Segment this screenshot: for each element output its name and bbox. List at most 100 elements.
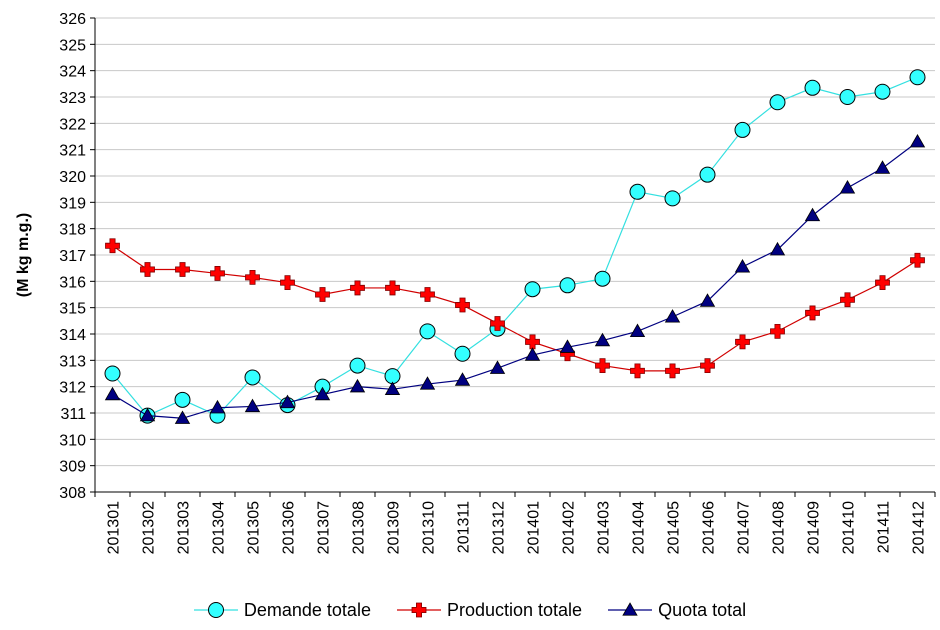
- y-tick-label: 311: [60, 406, 86, 423]
- x-tick-label: 201402: [561, 501, 578, 554]
- data-point: [350, 280, 365, 296]
- data-point: [875, 275, 890, 291]
- y-tick-label: 326: [59, 11, 86, 28]
- data-point: [735, 334, 750, 350]
- data-point: [244, 369, 261, 386]
- data-point: [804, 207, 821, 222]
- data-point: [349, 378, 366, 393]
- data-point: [734, 121, 751, 138]
- y-tick-label: 313: [59, 353, 86, 370]
- y-tick-label: 308: [59, 485, 86, 502]
- x-tick-label: 201304: [211, 501, 228, 554]
- data-point: [419, 323, 436, 340]
- x-tick-labels: 201301 201302 201303 201304 201305 201306 2013…: [106, 501, 928, 554]
- data-point: [874, 83, 891, 100]
- data-point: [804, 79, 821, 96]
- x-tick-label: 201305: [246, 501, 263, 554]
- legend-item: Demande totale: [193, 598, 371, 622]
- x-tick-label: 201406: [701, 501, 718, 554]
- data-point: [629, 183, 646, 200]
- x-tick-label: 201408: [771, 501, 788, 554]
- data-point: [175, 262, 190, 277]
- data-point: [280, 275, 295, 291]
- data-point: [489, 360, 506, 374]
- data-point: [524, 281, 541, 298]
- data-point: [455, 297, 470, 313]
- data-point: [629, 323, 646, 338]
- data-point: [839, 89, 856, 105]
- legend-symbol: [207, 602, 224, 618]
- x-tick-label: 201401: [526, 501, 543, 554]
- x-tick-label: 201309: [386, 501, 403, 554]
- legend-marker-circle: [193, 602, 238, 618]
- series-triangle: [104, 133, 926, 424]
- x-tick-label: 201403: [596, 501, 613, 554]
- data-point: [909, 69, 926, 86]
- data-point: [139, 407, 156, 422]
- y-tick-label: 325: [59, 37, 86, 54]
- data-point: [209, 399, 226, 414]
- x-tick-label: 201311: [456, 501, 473, 553]
- data-point: [210, 266, 225, 281]
- data-point: [384, 381, 401, 395]
- data-point: [349, 357, 366, 374]
- data-point: [594, 270, 611, 287]
- data-point: [805, 305, 820, 321]
- y-tick-label: 312: [59, 380, 86, 397]
- data-point: [105, 238, 120, 254]
- data-point: [524, 347, 541, 361]
- gridlines: [95, 17, 935, 493]
- x-tick-label: 201411: [876, 501, 893, 553]
- data-point: [454, 345, 471, 362]
- data-point: [594, 332, 611, 347]
- series-line: [112, 76, 918, 417]
- legend-label: Demande totale: [243, 599, 371, 620]
- data-point: [490, 316, 505, 331]
- series-line: [112, 141, 918, 419]
- data-point: [769, 94, 786, 111]
- y-tick-labels: 308 309 310 311 312 313 314 315 316 317 318 319 320 3…: [59, 11, 86, 502]
- data-point: [699, 293, 716, 307]
- data-point: [174, 391, 191, 408]
- y-tick-label: 324: [59, 64, 86, 81]
- data-point: [104, 386, 121, 401]
- line-chart: 308 309 310 311 312 313 314 315 316 317 318 319 320 3…: [15, 11, 936, 554]
- data-point: [840, 292, 855, 308]
- data-point: [769, 241, 786, 256]
- data-point: [909, 133, 926, 148]
- x-tick-label: 201301: [106, 501, 123, 554]
- x-tick-label: 201409: [806, 501, 823, 554]
- series-circle: [104, 69, 926, 424]
- legend-symbol: [411, 602, 427, 618]
- data-point: [385, 280, 400, 296]
- legend-symbol: [622, 602, 638, 616]
- data-point: [315, 287, 330, 302]
- legend-item: Quota total: [608, 598, 746, 622]
- x-tick-label: 201410: [841, 501, 858, 554]
- legend-label: Production totale: [446, 599, 583, 620]
- data-point: [104, 365, 121, 382]
- x-tick-label: 201310: [421, 501, 438, 554]
- x-tick-label: 201302: [141, 501, 158, 554]
- data-point: [664, 309, 681, 323]
- data-point: [314, 386, 331, 401]
- data-point: [525, 334, 540, 350]
- data-point: [700, 358, 715, 373]
- data-point: [770, 323, 785, 339]
- data-point: [454, 372, 471, 386]
- data-point: [140, 262, 155, 277]
- data-point: [559, 277, 576, 294]
- legend: Demande totale Production totale Quota tot…: [0, 594, 940, 626]
- data-point: [174, 410, 191, 424]
- y-tick-label: 315: [59, 301, 86, 318]
- x-tick-label: 201312: [491, 501, 508, 554]
- y-tick-label: 322: [59, 116, 86, 133]
- data-point: [419, 376, 436, 390]
- y-axis-label: (M kg m.g.): [15, 213, 32, 297]
- legend-item: Production totale: [396, 598, 583, 622]
- y-tick-label: 316: [59, 274, 86, 291]
- series-cross: [105, 238, 925, 379]
- x-tick-label: 201405: [666, 501, 683, 554]
- x-tick-label: 201412: [911, 501, 928, 554]
- y-tick-label: 309: [59, 459, 86, 476]
